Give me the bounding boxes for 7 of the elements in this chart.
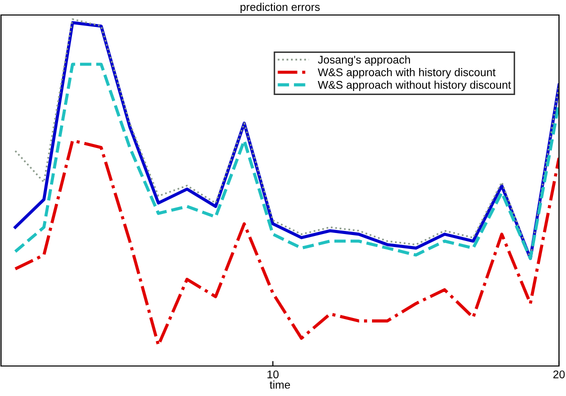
- x-tick-label: 20: [553, 370, 565, 378]
- legend-label: W&S approach with history discount: [318, 68, 496, 78]
- legend-label: W&S approach without history discount: [318, 80, 511, 91]
- x-tick-label: 10: [268, 370, 279, 378]
- chart-title: prediction errors: [240, 2, 320, 14]
- legend-label: Josang's approach: [318, 55, 410, 66]
- x-axis-title: time: [270, 380, 290, 389]
